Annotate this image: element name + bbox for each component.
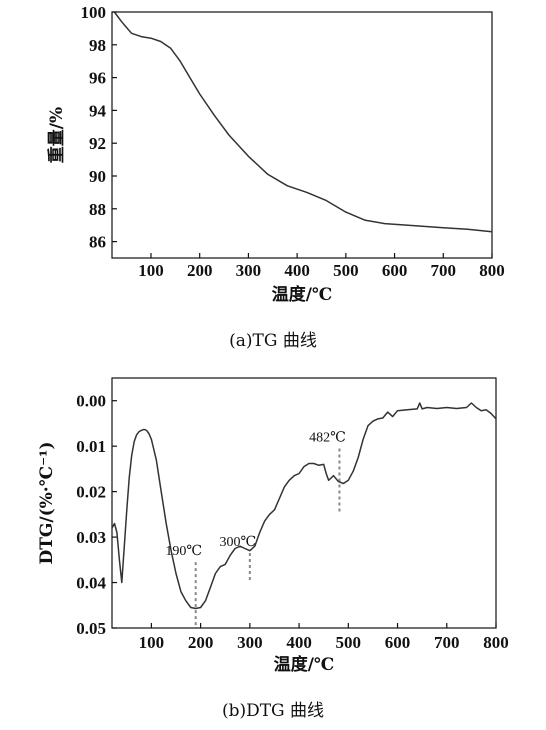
chart-1-xtick-label-7: 800 xyxy=(483,633,509,652)
chart-1-xtick-label-1: 200 xyxy=(188,633,214,652)
chart-0-ytick-label-6: 98 xyxy=(89,36,106,55)
chart-1-annotation-label-1: 300℃ xyxy=(220,535,257,550)
chart-0-xtick-label-7: 800 xyxy=(479,261,505,280)
chart-0-xtick-label-2: 300 xyxy=(236,261,262,280)
chart-0-ytick-label-1: 88 xyxy=(89,200,106,219)
chart-1-ylabel: DTG/(%·℃⁻¹) xyxy=(37,441,57,564)
chart-1-annotation-label-2: 482℃ xyxy=(309,430,346,445)
chart-1-xlabel: 温度/℃ xyxy=(274,654,335,675)
chart-1-ytick-label-5: 0.05 xyxy=(76,619,106,638)
chart-0-series-line-0 xyxy=(113,11,493,233)
chart-0-caption: (a)TG 曲线 xyxy=(229,331,317,351)
chart-1-frame xyxy=(111,377,497,629)
chart-1-ytick-label-2: 0.02 xyxy=(76,483,106,502)
chart-1-caption: (b)DTG 曲线 xyxy=(222,701,324,721)
chart-1-ytick-label-0: 0.00 xyxy=(76,392,106,411)
chart-0-xtick-label-1: 200 xyxy=(187,261,213,280)
chart-0-xtick-label-0: 100 xyxy=(138,261,164,280)
chart-0-ylabel: 重量/% xyxy=(46,107,67,163)
chart-0-xlabel: 温度/℃ xyxy=(272,284,333,305)
chart-0-frame xyxy=(111,11,493,259)
chart-1-xtick-label-6: 700 xyxy=(434,633,460,652)
chart-0-xtick-label-4: 500 xyxy=(333,261,359,280)
chart-1-ytick-label-4: 0.04 xyxy=(76,574,106,593)
chart-0-xtick-label-6: 700 xyxy=(431,261,457,280)
chart-0-ytick-label-4: 94 xyxy=(89,101,107,120)
chart-0-ytick-label-7: 100 xyxy=(81,3,107,22)
chart-1-xtick-label-2: 300 xyxy=(237,633,263,652)
chart-0-xtick-label-3: 400 xyxy=(284,261,310,280)
chart-0-ytick-label-2: 90 xyxy=(89,167,106,186)
chart-1-ytick-label-1: 0.01 xyxy=(76,437,106,456)
chart-1-xtick-label-4: 500 xyxy=(336,633,362,652)
chart-1-xtick-label-5: 600 xyxy=(385,633,411,652)
chart-0-xtick-label-5: 600 xyxy=(382,261,408,280)
chart-1-xtick-label-3: 400 xyxy=(286,633,312,652)
chart-1-series-line-0 xyxy=(111,402,497,610)
chart-0-ytick-label-3: 92 xyxy=(89,134,106,153)
chart-1-annotation-label-0: 190℃ xyxy=(165,544,202,559)
chart-0-ytick-label-5: 96 xyxy=(89,69,106,88)
chart-1-xtick-label-0: 100 xyxy=(139,633,165,652)
chart-0-ytick-label-0: 86 xyxy=(89,233,106,252)
chart-1-ytick-label-3: 0.03 xyxy=(76,528,106,547)
